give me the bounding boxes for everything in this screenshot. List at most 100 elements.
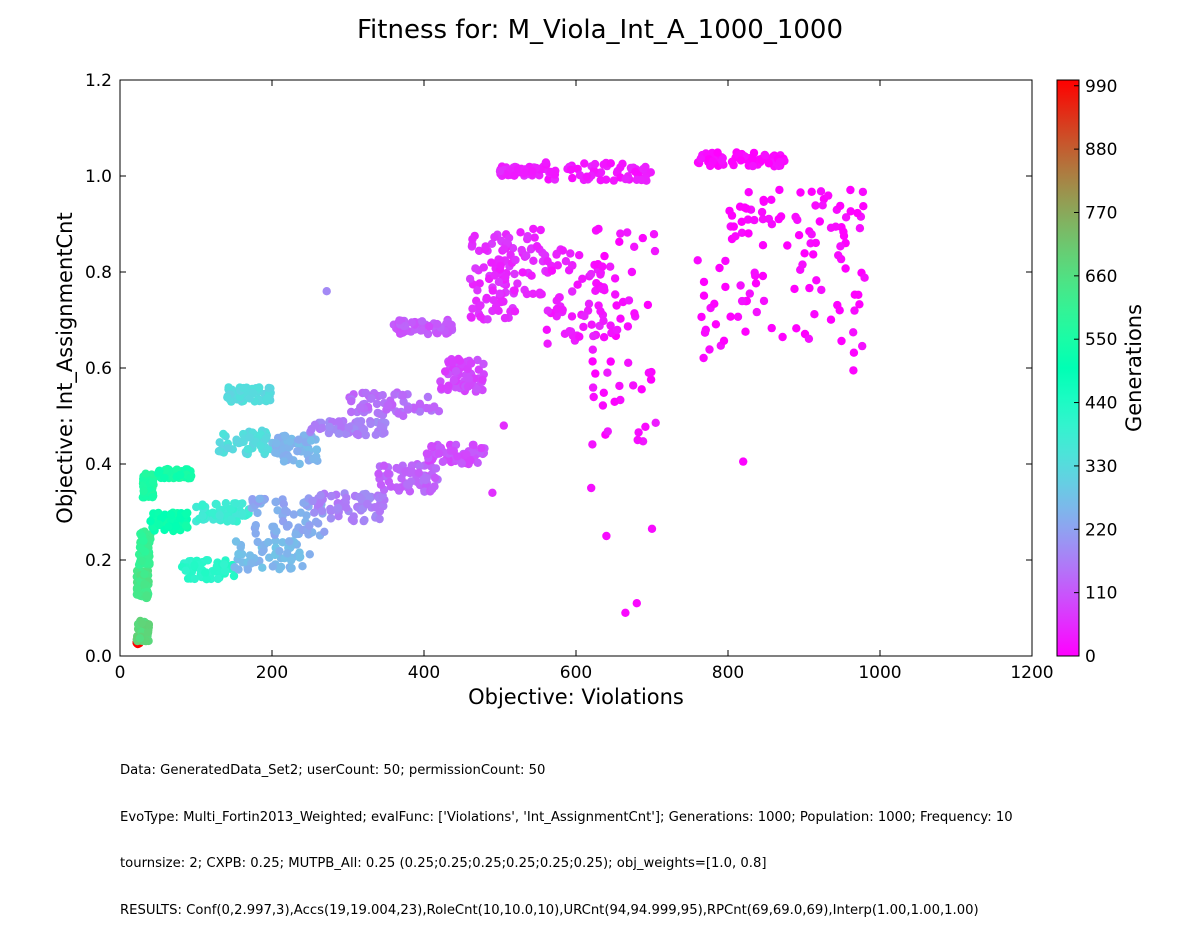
scatter-point xyxy=(518,268,527,277)
scatter-point xyxy=(580,311,589,321)
scatter-point xyxy=(859,202,868,211)
scatter-point xyxy=(176,513,185,523)
scatter-point xyxy=(846,207,855,216)
scatter-point xyxy=(318,423,327,433)
scatter-point xyxy=(523,232,532,241)
scatter-point xyxy=(430,473,440,483)
scatter-point xyxy=(624,358,633,367)
scatter-point xyxy=(824,191,833,200)
scatter-point xyxy=(767,323,776,333)
scatter-point xyxy=(273,506,282,515)
scatter-point xyxy=(203,556,213,565)
scatter-point xyxy=(590,159,600,169)
scatter-point xyxy=(476,312,485,322)
scatter-point xyxy=(280,506,290,515)
scatter-point xyxy=(616,314,625,323)
scatter-point xyxy=(798,260,807,269)
scatter-point xyxy=(528,289,538,298)
scatter-point xyxy=(578,274,587,283)
x-tick-label: 400 xyxy=(408,663,440,683)
scatter-point xyxy=(148,477,158,487)
scatter-point xyxy=(758,241,768,250)
scatter-point xyxy=(552,249,561,258)
scatter-point xyxy=(530,233,539,242)
footer-evotype-line: EvoType: Multi_Fortin2013_Weighted; eval… xyxy=(120,809,1013,825)
colorbar-tick-label: 770 xyxy=(1085,203,1117,223)
scatter-point xyxy=(347,397,356,406)
scatter-point xyxy=(279,457,289,466)
scatter-point xyxy=(474,365,483,374)
scatter-point xyxy=(132,585,142,594)
scatter-point xyxy=(491,302,501,311)
scatter-point xyxy=(613,325,622,335)
scatter-point xyxy=(748,161,757,171)
scatter-point xyxy=(623,228,632,237)
scatter-point xyxy=(464,374,474,383)
scatter-point xyxy=(752,307,761,317)
scatter-point xyxy=(489,296,498,305)
colorbar-tick-label: 880 xyxy=(1085,140,1117,160)
scatter-point xyxy=(438,457,447,466)
scatter-point xyxy=(587,320,596,329)
scatter-point xyxy=(811,201,820,210)
scatter-point xyxy=(815,217,824,226)
scatter-point xyxy=(750,215,759,225)
scatter-point xyxy=(527,271,536,280)
scatter-point xyxy=(836,201,845,211)
scatter-point xyxy=(727,157,737,166)
scatter-point xyxy=(849,348,859,357)
scatter-point xyxy=(487,239,497,248)
scatter-point xyxy=(264,538,273,547)
scatter-point xyxy=(322,287,331,296)
scatter-point xyxy=(495,289,504,298)
scatter-point xyxy=(589,331,598,341)
scatter-point xyxy=(221,499,231,508)
scatter-point xyxy=(333,503,343,513)
scatter-point xyxy=(258,563,267,572)
scatter-point xyxy=(807,187,816,196)
scatter-point xyxy=(542,325,551,334)
scatter-point xyxy=(721,256,730,266)
scatter-point xyxy=(473,355,482,365)
scatter-point xyxy=(285,537,294,546)
scatter-point xyxy=(143,627,153,637)
scatter-point xyxy=(310,420,320,429)
scatter-point xyxy=(606,321,615,330)
scatter-point xyxy=(589,392,598,402)
scatter-point xyxy=(529,256,538,265)
scatter-point xyxy=(239,383,248,393)
scatter-point xyxy=(758,271,768,281)
scatter-point xyxy=(568,287,577,296)
scatter-point xyxy=(482,293,491,303)
scatter-point xyxy=(137,618,146,628)
scatter-point xyxy=(325,422,334,432)
scatter-point xyxy=(615,237,624,246)
scatter-point xyxy=(357,495,366,504)
scatter-point xyxy=(630,309,639,318)
scatter-point xyxy=(767,195,776,204)
scatter-point xyxy=(403,405,413,414)
scatter-point xyxy=(479,359,488,369)
scatter-point xyxy=(478,375,487,384)
scatter-point xyxy=(616,163,625,172)
scatter-point xyxy=(245,551,255,560)
scatter-point xyxy=(596,176,605,185)
scatter-point xyxy=(181,521,191,530)
scatter-point xyxy=(646,375,656,384)
scatter-point xyxy=(160,473,169,483)
y-tick-label: 0.4 xyxy=(85,455,112,475)
scatter-point xyxy=(566,249,575,258)
scatter-point xyxy=(390,390,399,399)
scatter-point xyxy=(268,562,277,571)
colorbar-tick-label: 660 xyxy=(1085,267,1117,287)
scatter-point xyxy=(800,249,809,258)
scatter-point xyxy=(305,550,314,559)
scatter-point xyxy=(441,367,450,376)
scatter-point xyxy=(510,307,520,316)
scatter-point xyxy=(453,452,462,461)
scatter-point xyxy=(308,496,317,506)
scatter-point xyxy=(586,269,596,279)
scatter-point xyxy=(759,296,769,306)
scatter-point xyxy=(697,312,706,322)
scatter-point xyxy=(214,447,224,456)
